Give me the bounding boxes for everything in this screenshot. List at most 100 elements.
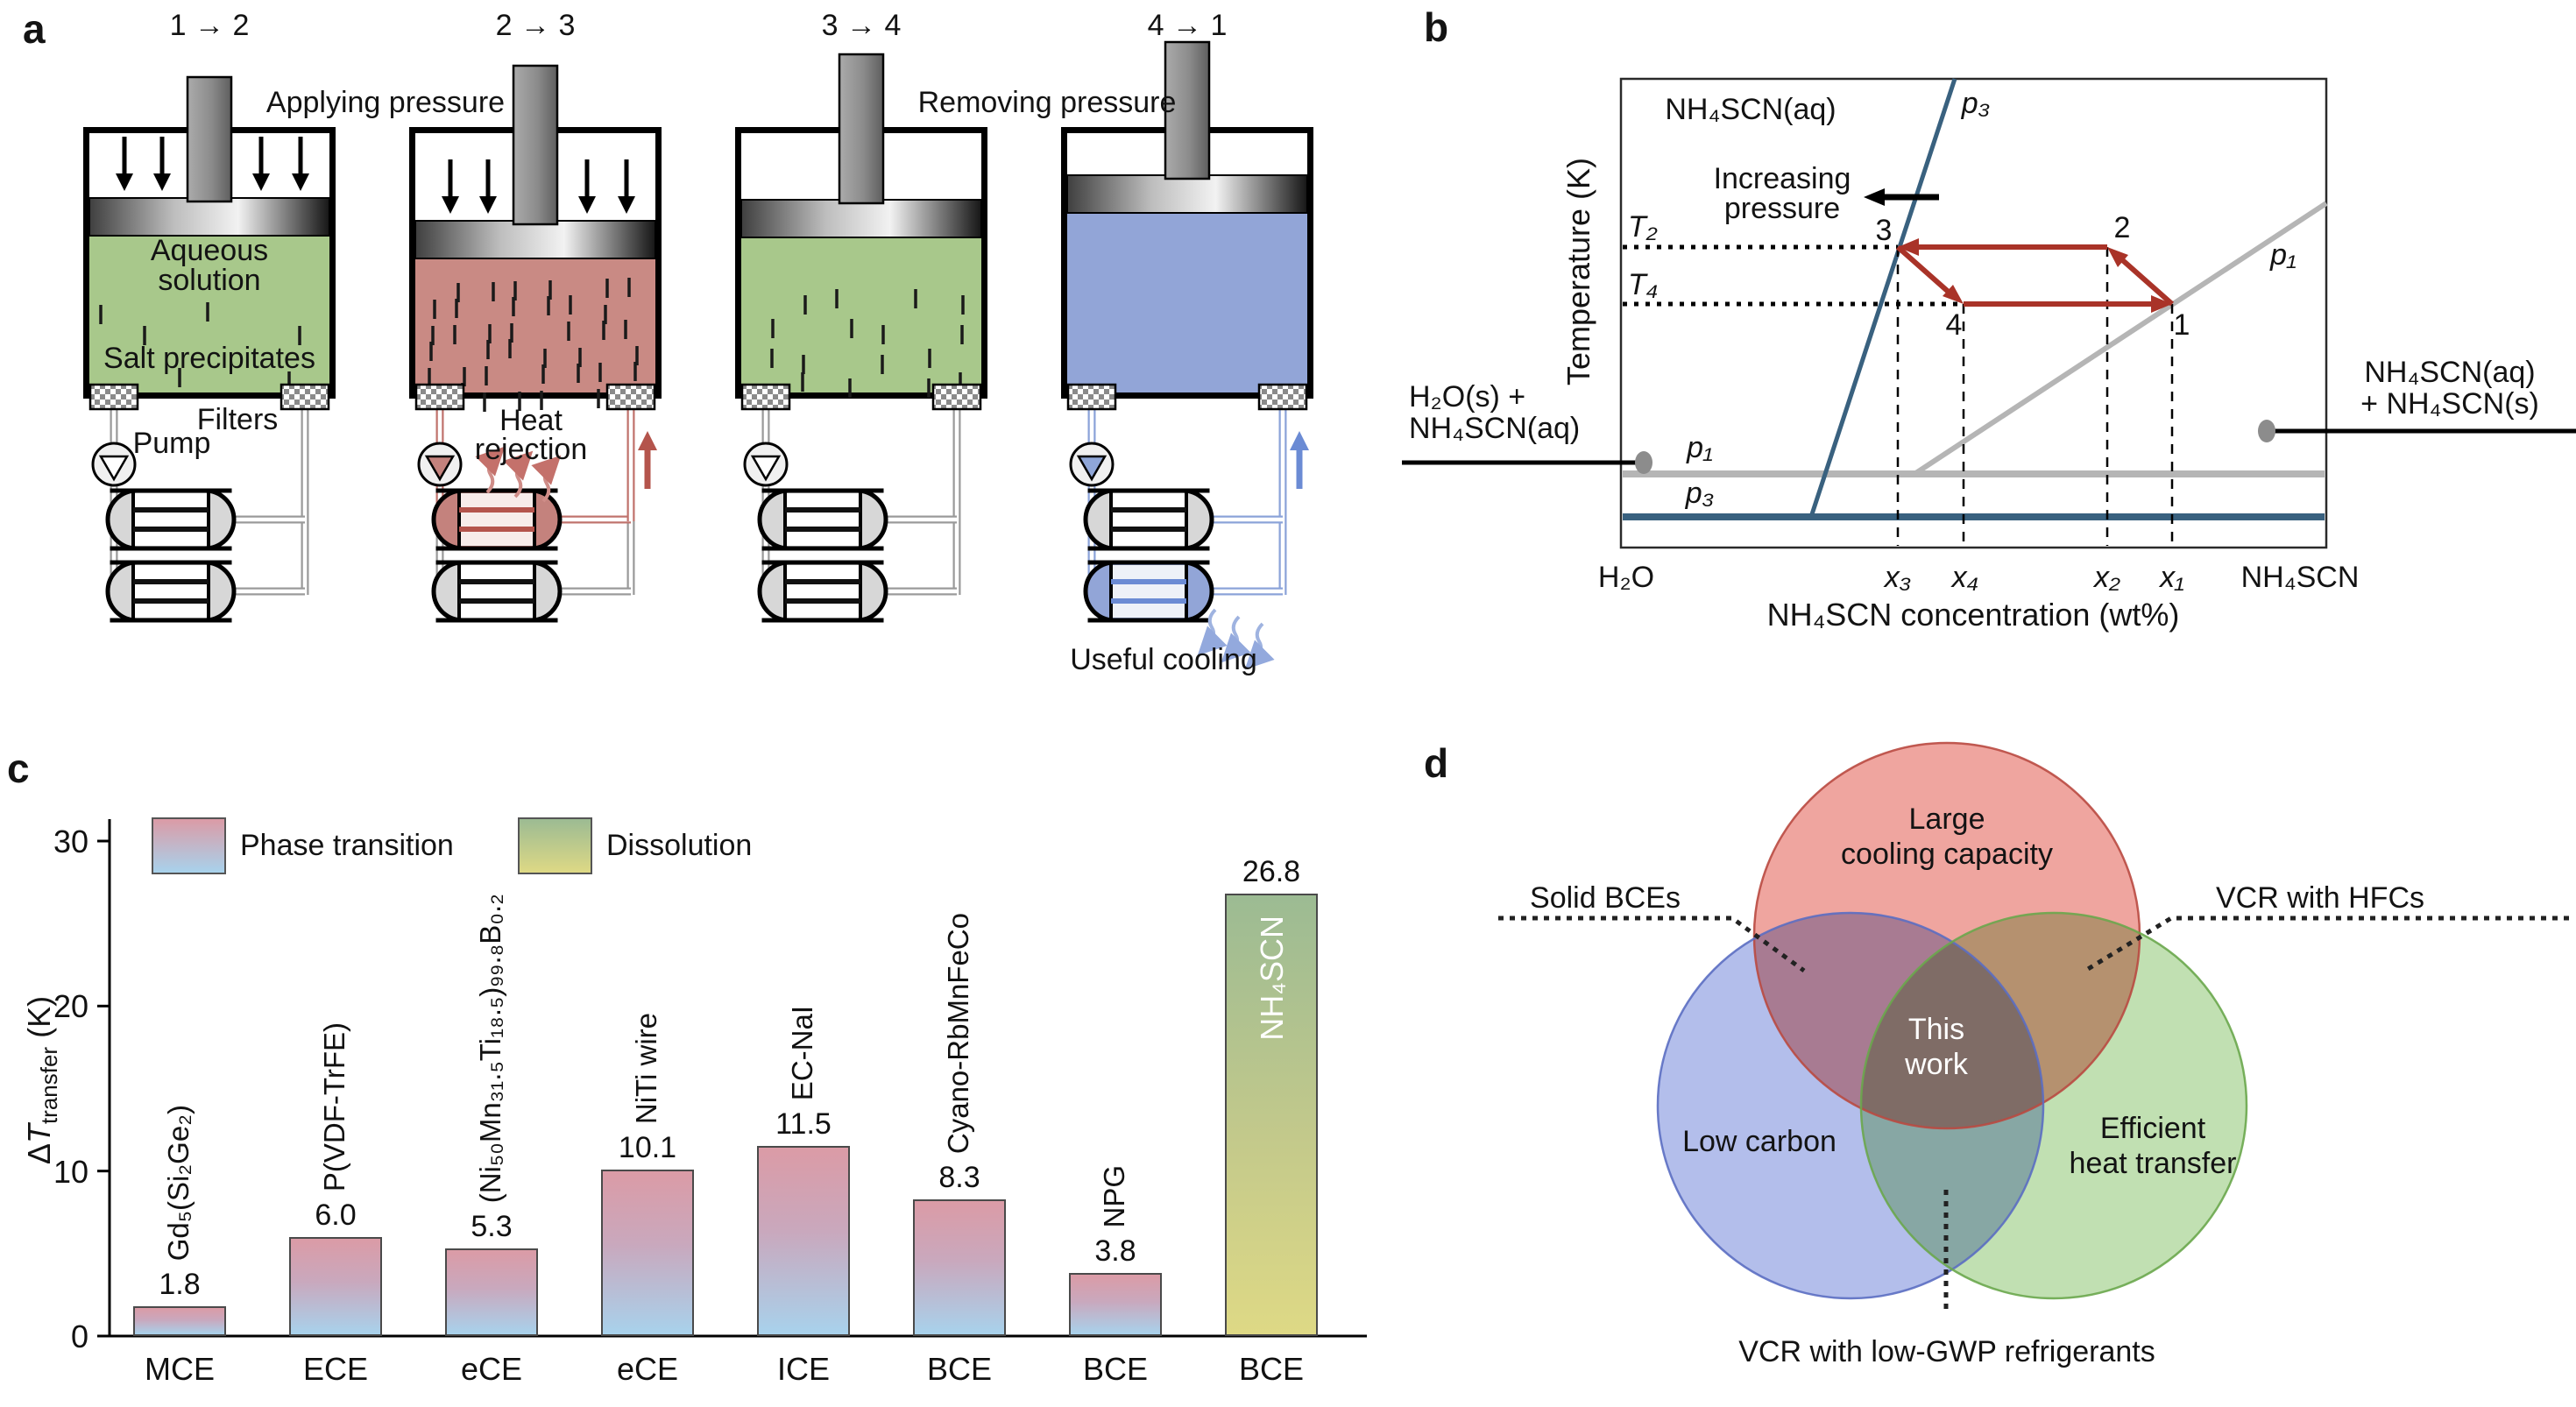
bar-value-label: 11.5 bbox=[775, 1107, 832, 1142]
bar-value-label: 3.8 bbox=[1094, 1234, 1136, 1269]
panel-a-label: a bbox=[23, 6, 46, 52]
bar-chart-axes bbox=[97, 819, 1367, 1338]
region-label-nh4scn-aq: NH₄SCN(aq) bbox=[1665, 93, 1836, 126]
point-4-label: 4 bbox=[1945, 308, 1963, 342]
x-axis-label: NH₄SCN concentration (wt%) bbox=[1766, 597, 2180, 633]
bar-value-label: 5.3 bbox=[471, 1210, 513, 1244]
bar-category-label: BCE bbox=[1082, 1351, 1149, 1387]
step-label-3-4: 3 → 4 bbox=[821, 9, 902, 42]
bar-material-label: NH₄SCN bbox=[1254, 916, 1290, 1041]
salt-precipitates-label: Salt precipitates bbox=[103, 342, 315, 375]
x-axis-right-end-label: NH₄SCN bbox=[2240, 561, 2360, 594]
pump-label: Pump bbox=[132, 427, 211, 460]
panel-d-label: d bbox=[1424, 740, 1449, 786]
useful-cooling-label: Useful cooling bbox=[1070, 643, 1257, 676]
bar-category-label: ICE bbox=[776, 1351, 831, 1387]
x3-tick-label: x₃ bbox=[1884, 561, 1912, 594]
panel-d-venn-diagram: d Large cooling capacity Low carbon Effi… bbox=[1402, 736, 2576, 1407]
increasing-pressure-label-1: Increasing bbox=[1713, 162, 1851, 195]
c-ytick-0: 0 bbox=[70, 1319, 88, 1354]
bar-Gd₅(Si₂Ge₂) bbox=[133, 1306, 226, 1336]
bar-value-label: 26.8 bbox=[1242, 855, 1301, 889]
p3-horizontal-label: p₃ bbox=[1685, 477, 1715, 510]
p1-liquidus-label: p₁ bbox=[2270, 238, 2296, 272]
increasing-pressure-label-2: pressure bbox=[1723, 192, 1841, 225]
left-annotation-line-2: NH₄SCN(aq) bbox=[1409, 412, 1581, 445]
bar-NPG bbox=[1069, 1273, 1162, 1336]
bar-value-label: 6.0 bbox=[315, 1198, 357, 1232]
x1-tick-label: x₁ bbox=[2160, 561, 2184, 594]
bar-category-label: ECE bbox=[302, 1351, 369, 1387]
bar-material-label: P(VDF-TrFE) bbox=[318, 1022, 350, 1191]
heat-rejection-label-2: rejection bbox=[474, 433, 588, 466]
step-label-4-1: 4 → 1 bbox=[1147, 9, 1228, 42]
legend-label-dissolution: Dissolution bbox=[606, 829, 753, 862]
legend-swatch-phase-transition bbox=[152, 817, 226, 874]
filters-label: Filters bbox=[196, 403, 279, 436]
bar-category-label: BCE bbox=[926, 1351, 993, 1387]
bar-category-label: eCE bbox=[460, 1351, 523, 1387]
right-annotation-line-2: + NH₄SCN(s) bbox=[2360, 387, 2539, 421]
panel-c-bar-chart: c ΔTtransfer (K) Phase transition Dissol… bbox=[0, 736, 1419, 1407]
x-axis-left-end-label: H₂O bbox=[1597, 561, 1655, 594]
bar-NH₄SCN bbox=[1225, 894, 1318, 1336]
venn-red-label-1: Large bbox=[1908, 802, 1985, 836]
venn-green-label-2: heat transfer bbox=[2069, 1147, 2237, 1180]
bar-material-label: Cyano-RbMnFeCo bbox=[942, 912, 974, 1154]
t4-label: T₄ bbox=[1628, 268, 1659, 301]
p3-liquidus-label: p₃ bbox=[1961, 87, 1991, 120]
bar-category-label: BCE bbox=[1238, 1351, 1305, 1387]
aqueous-solution-label-1: Aqueous bbox=[150, 234, 269, 267]
removing-pressure-label: Removing pressure bbox=[917, 86, 1177, 119]
bar-category-label: MCE bbox=[145, 1351, 215, 1387]
bar-NiTi wire bbox=[601, 1169, 694, 1336]
cooling-cycle-diagram bbox=[83, 40, 1313, 670]
ylabel-sub: transfer bbox=[36, 1046, 63, 1125]
t2-label: T₂ bbox=[1628, 210, 1658, 244]
bar-material-label: EC-NaI bbox=[786, 1006, 818, 1101]
legend-label-phase-transition: Phase transition bbox=[240, 829, 454, 862]
venn-center-label-1: This bbox=[1907, 1013, 1965, 1046]
x2-tick-label: x₂ bbox=[2094, 561, 2120, 594]
c-ytick-20: 20 bbox=[53, 988, 88, 1025]
c-ytick-30: 30 bbox=[53, 824, 88, 859]
point-1-label: 1 bbox=[2173, 308, 2190, 342]
annotation-vcr-hfcs: VCR with HFCs bbox=[2215, 881, 2425, 915]
bar-material-label: (Ni₅₀Mn₃₁.₅Ti₁₈.₅)₉₉.₈B₀.₂ bbox=[474, 893, 506, 1204]
right-annotation-line-1: NH₄SCN(aq) bbox=[2364, 356, 2536, 389]
bar-EC-NaI bbox=[757, 1146, 850, 1336]
venn-red-label-2: cooling capacity bbox=[1841, 838, 2053, 871]
ylabel-T: T bbox=[20, 1124, 57, 1144]
venn-center-label-2: work bbox=[1905, 1048, 1968, 1081]
bar-value-label: 1.8 bbox=[159, 1268, 201, 1302]
step-label-2-3: 2 → 3 bbox=[495, 9, 576, 42]
venn-green-label-1: Efficient bbox=[2099, 1112, 2206, 1145]
y-axis-label: Temperature (K) bbox=[1560, 157, 1596, 386]
legend-swatch-dissolution bbox=[518, 817, 592, 874]
bar-material-label: NiTi wire bbox=[630, 1012, 662, 1124]
bar-(Ni₅₀Mn₃₁.₅Ti₁₈.₅)₉₉.₈B₀.₂ bbox=[445, 1248, 538, 1336]
point-2-label: 2 bbox=[2113, 211, 2131, 244]
bar-P(VDF-TrFE) bbox=[289, 1237, 382, 1336]
heat-rejection-label-1: Heat bbox=[499, 404, 563, 437]
panel-c-label: c bbox=[7, 746, 30, 791]
bar-value-label: 10.1 bbox=[618, 1130, 677, 1164]
annotation-vcr-low-gwp: VCR with low-GWP refrigerants bbox=[1738, 1335, 2155, 1368]
bar-Cyano-RbMnFeCo bbox=[913, 1198, 1006, 1336]
bar-value-label: 8.3 bbox=[938, 1160, 980, 1194]
bar-material-label: Gd₅(Si₂Ge₂) bbox=[162, 1104, 195, 1262]
annotation-solid-bces: Solid BCEs bbox=[1530, 881, 1681, 915]
applying-pressure-label: Applying pressure bbox=[265, 86, 506, 119]
bar-material-label: NPG bbox=[1098, 1164, 1130, 1228]
venn-diagram-graphic bbox=[1498, 741, 2569, 1314]
panel-a-cooling-cycle: a 1 → 2 2 → 3 3 → 4 4 → 1 Applying press… bbox=[0, 0, 1419, 736]
step-label-1-2: 1 → 2 bbox=[169, 9, 250, 42]
point-3-label: 3 bbox=[1875, 214, 1893, 247]
phase-diagram-plot bbox=[1402, 77, 2576, 549]
c-ytick-10: 10 bbox=[53, 1153, 88, 1190]
panel-b-label: b bbox=[1424, 4, 1449, 50]
p1-horizontal-label: p₁ bbox=[1687, 431, 1713, 464]
left-annotation-line-1: H₂O(s) + bbox=[1409, 380, 1526, 414]
bar-category-label: eCE bbox=[616, 1351, 679, 1387]
